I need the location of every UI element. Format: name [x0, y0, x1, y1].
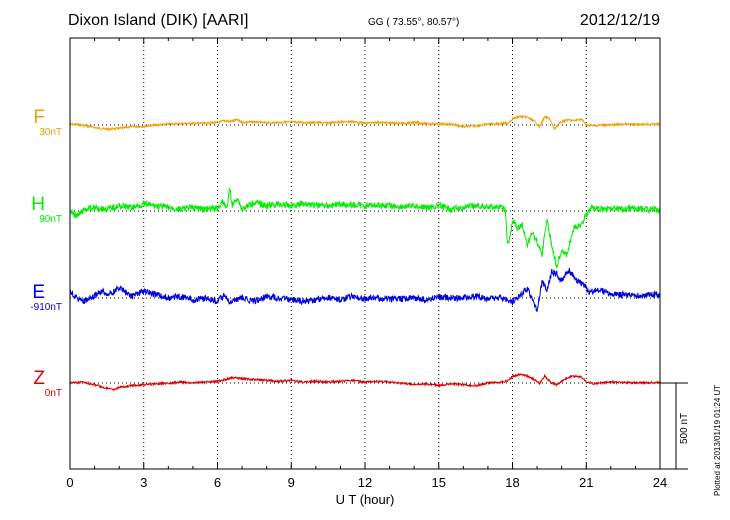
channel-name: Z [33, 368, 45, 389]
x-tick-label: 18 [505, 475, 519, 490]
station-coordinates: GG ( 73.55°, 80.57°) [368, 17, 460, 28]
channel-name: F [33, 107, 45, 128]
x-tick-label: 9 [288, 475, 295, 490]
x-tick-label: 12 [358, 475, 372, 490]
channel-label-h: H 90nT [0, 195, 62, 226]
chart-grid [143, 38, 587, 469]
plot-timestamp: Plotted at 2013/01/19 01:24 UT [713, 384, 722, 496]
x-tick-label: 6 [214, 475, 221, 490]
channel-baseline: 90nT [39, 214, 62, 225]
station-title: Dixon Island (DIK) [AARI] [68, 12, 249, 29]
channel-label-z: Z 0nT [0, 369, 62, 400]
series-e [69, 267, 661, 312]
x-tick-label: 24 [653, 475, 667, 490]
x-axis-ticks: 0 3 6 9 12 15 18 21 24 [66, 38, 667, 490]
x-tick-label: 0 [66, 475, 73, 490]
channel-baseline: 30nT [39, 127, 62, 138]
channel-baseline: -910nT [30, 302, 62, 313]
scale-bar [660, 382, 688, 470]
channel-label-f: F 30nT [0, 108, 62, 139]
series-z [69, 373, 661, 392]
scale-bar-label: 500 nT [679, 412, 690, 444]
channel-baseline: 0nT [44, 388, 62, 399]
x-tick-label: 3 [140, 475, 147, 490]
x-tick-label: 21 [579, 475, 593, 490]
channel-name: H [31, 194, 45, 215]
x-axis-label: U T (hour) [336, 492, 395, 507]
chart-traces [69, 114, 661, 392]
plot-date: 2012/12/19 [579, 12, 660, 29]
series-f [69, 114, 661, 132]
channel-name: E [32, 282, 45, 303]
series-h [69, 187, 661, 269]
x-tick-label: 15 [432, 475, 446, 490]
channel-label-e: E -910nT [0, 283, 62, 314]
